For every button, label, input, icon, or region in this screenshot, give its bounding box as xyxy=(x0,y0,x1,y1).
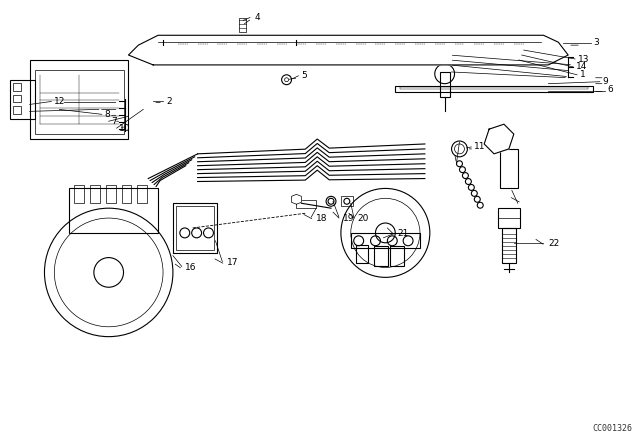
Bar xyxy=(90,185,100,203)
Bar xyxy=(173,203,218,253)
Bar xyxy=(13,95,20,103)
Bar xyxy=(500,149,518,189)
Circle shape xyxy=(474,196,480,202)
Polygon shape xyxy=(484,124,514,154)
Circle shape xyxy=(465,179,471,185)
Circle shape xyxy=(456,161,463,167)
Bar xyxy=(176,206,214,250)
Bar xyxy=(396,86,593,91)
Circle shape xyxy=(463,172,468,179)
Bar xyxy=(239,18,246,32)
Text: 19: 19 xyxy=(343,214,355,223)
Text: 20: 20 xyxy=(358,214,369,223)
Text: 22: 22 xyxy=(548,239,559,248)
Bar xyxy=(122,185,131,203)
Text: 8: 8 xyxy=(105,110,111,119)
Text: 13: 13 xyxy=(578,56,589,65)
Text: 12: 12 xyxy=(54,97,66,106)
Text: 16: 16 xyxy=(185,263,196,272)
Bar xyxy=(13,107,20,114)
Bar xyxy=(29,60,129,139)
Bar xyxy=(106,185,116,203)
Circle shape xyxy=(477,202,483,208)
Text: 11: 11 xyxy=(474,142,486,151)
Text: 5: 5 xyxy=(301,71,307,80)
Bar xyxy=(35,70,124,134)
Circle shape xyxy=(471,190,477,196)
Text: 17: 17 xyxy=(227,258,239,267)
Bar xyxy=(440,72,449,96)
Text: 3: 3 xyxy=(593,38,598,47)
Text: 6: 6 xyxy=(608,85,614,94)
Bar xyxy=(356,245,367,263)
Text: 9: 9 xyxy=(603,77,609,86)
Bar xyxy=(69,189,158,233)
Circle shape xyxy=(460,167,465,172)
Bar xyxy=(74,185,84,203)
Text: 18: 18 xyxy=(316,214,328,223)
Bar xyxy=(400,86,588,89)
Text: CC001326: CC001326 xyxy=(593,425,633,434)
Bar xyxy=(390,246,404,266)
Text: 10: 10 xyxy=(118,124,130,133)
Bar xyxy=(138,185,147,203)
Text: 2: 2 xyxy=(166,97,172,106)
Text: 1: 1 xyxy=(580,70,586,79)
Bar xyxy=(10,80,35,119)
Text: 21: 21 xyxy=(397,229,408,238)
Text: 14: 14 xyxy=(576,62,588,71)
Bar xyxy=(13,83,20,90)
Bar xyxy=(341,196,353,206)
Text: 7: 7 xyxy=(111,117,117,126)
Bar xyxy=(296,200,316,208)
Polygon shape xyxy=(129,35,568,65)
Bar xyxy=(498,208,520,228)
Circle shape xyxy=(468,185,474,190)
Text: 4: 4 xyxy=(255,13,260,22)
Bar xyxy=(502,228,516,263)
Bar xyxy=(374,246,388,266)
Polygon shape xyxy=(291,194,301,204)
Bar xyxy=(351,233,420,248)
